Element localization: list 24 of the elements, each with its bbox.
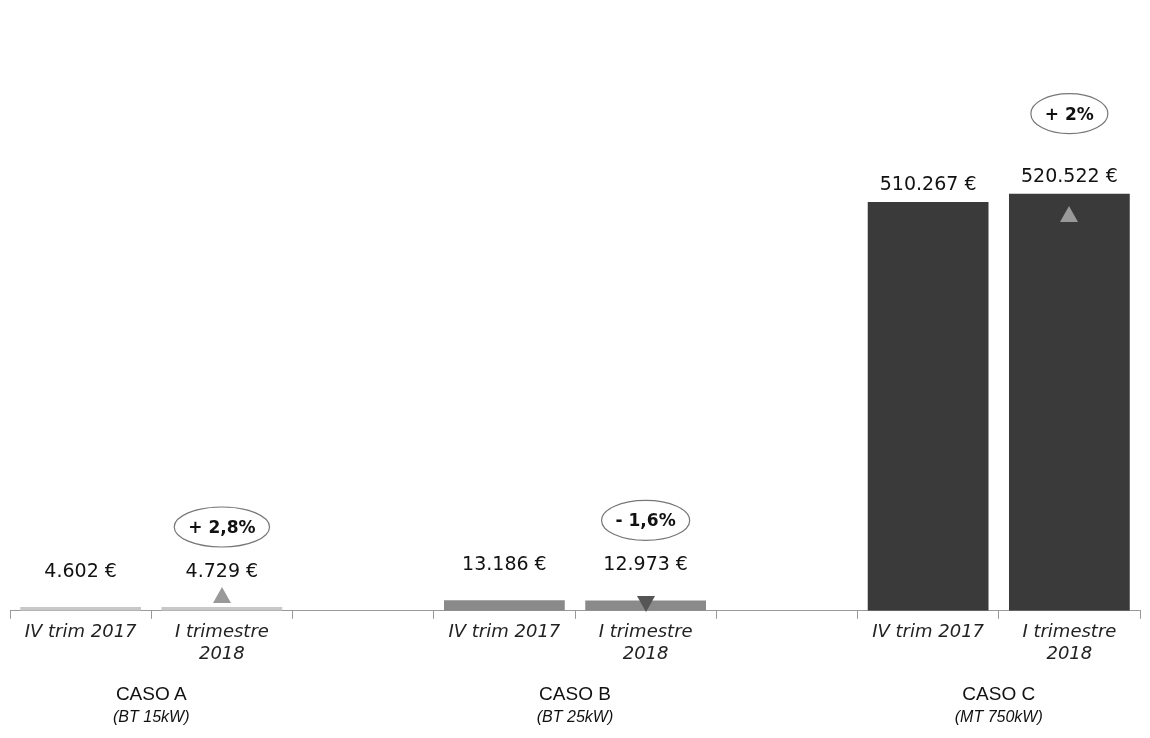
- text: CASO A: [115, 683, 187, 704]
- data-label: 520.522 €: [1021, 163, 1118, 186]
- annotation: - 1,6%: [615, 510, 676, 531]
- text: (BT 25kW): [536, 708, 614, 725]
- text: + 2%: [1044, 103, 1094, 124]
- bar: [443, 600, 565, 611]
- data-label: 4.602 €: [44, 559, 117, 582]
- text: CASO B: [539, 683, 611, 704]
- x-tick-label: IV trim 2017: [24, 620, 138, 642]
- text: CASO C: [962, 683, 1036, 704]
- bar: [1008, 193, 1130, 611]
- data-label: 4.729 €: [185, 559, 259, 582]
- data-label: 12.973 €: [603, 552, 688, 575]
- data-label: 510.267 €: [879, 171, 977, 194]
- data-label: 13.186 €: [462, 552, 547, 575]
- text: (MT 750kW): [954, 708, 1043, 725]
- x-tick-label: IV trim 2017: [872, 620, 985, 642]
- bar: [867, 201, 989, 611]
- text: (BT 15kW): [113, 708, 190, 725]
- x-tick-label: I trimestre 2018: [598, 620, 693, 663]
- x-tick-label: I trimestre 2018: [174, 620, 269, 663]
- x-tick-label: I trimestre 2018: [1022, 620, 1117, 663]
- annotation: + 2,8%: [188, 517, 256, 538]
- x-tick-label: IV trim 2017: [448, 620, 561, 642]
